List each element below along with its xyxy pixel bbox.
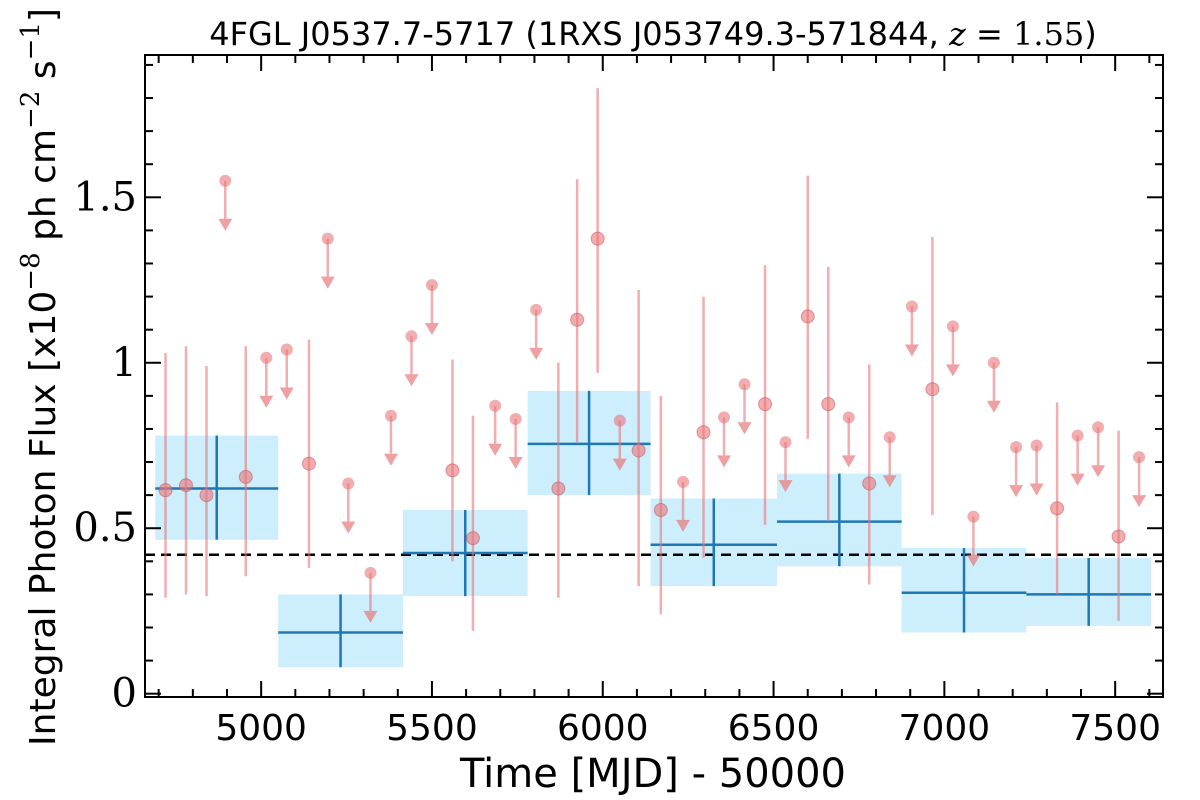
upper-limit-arrowhead xyxy=(717,455,732,468)
x-tick-label: 6500 xyxy=(728,708,820,749)
upper-limit-point xyxy=(1092,421,1105,434)
y-tick-label: 1.5 xyxy=(73,174,137,220)
upper-limit-arrowhead xyxy=(986,400,1001,413)
upper-limit-point xyxy=(842,411,855,424)
upper-limit-point xyxy=(260,351,273,364)
upper-limit-point xyxy=(425,278,438,291)
upper-limit-arrowhead xyxy=(882,475,897,488)
detection-point xyxy=(199,488,214,503)
detection-point xyxy=(696,425,711,440)
upper-limit-arrowhead xyxy=(737,422,752,435)
detection-point xyxy=(800,309,815,324)
x-axis-label: Time [MJD] - 50000 xyxy=(459,751,846,797)
upper-limit-arrowhead xyxy=(1029,483,1044,496)
upper-limit-arrowhead xyxy=(841,455,856,468)
upper-limit-arrowhead xyxy=(259,395,274,408)
upper-limit-arrowhead xyxy=(676,519,691,532)
upper-limit-arrowhead xyxy=(529,347,544,360)
upper-limit-arrowhead xyxy=(320,276,335,289)
upper-limit-arrowhead xyxy=(945,364,960,377)
y-tick-label: 0.5 xyxy=(73,505,137,551)
upper-limit-arrowhead xyxy=(1132,495,1147,508)
upper-limit-point xyxy=(321,232,334,245)
detection-point xyxy=(862,476,877,491)
upper-limit-point xyxy=(883,431,896,444)
upper-limit-point xyxy=(384,409,397,422)
x-tick-label: 7000 xyxy=(899,708,991,749)
upper-limit-point xyxy=(677,475,690,488)
upper-limit-point xyxy=(946,320,959,333)
upper-limit-point xyxy=(613,414,626,427)
x-tick-label: 5000 xyxy=(215,708,307,749)
detection-point xyxy=(158,483,173,498)
upper-limit-arrowhead xyxy=(424,322,439,335)
upper-limit-arrowhead xyxy=(279,387,294,400)
x-tick-label: 7500 xyxy=(1069,708,1161,749)
title-redshift-value: 1.55 xyxy=(1013,15,1084,53)
upper-limit-point xyxy=(718,411,731,424)
upper-limit-point xyxy=(405,330,418,343)
detection-point xyxy=(238,469,253,484)
upper-limit-point xyxy=(509,413,522,426)
y-tick-label: 0 xyxy=(112,671,137,717)
detection-point xyxy=(1050,501,1065,516)
upper-limit-point xyxy=(779,436,792,449)
detection-point xyxy=(301,456,316,471)
y-tick-label: 1 xyxy=(112,340,137,386)
upper-limit-arrowhead xyxy=(1009,485,1024,498)
upper-limit-arrowhead xyxy=(218,218,233,231)
upper-limit-arrowhead xyxy=(383,453,398,466)
detection-point xyxy=(570,312,585,327)
upper-limit-point xyxy=(530,303,543,316)
detection-point xyxy=(925,382,940,397)
axes: 5000 5500 6000 6500 7000 7500 0 0.5 1 1.5 xyxy=(73,54,1164,749)
upper-limit-point xyxy=(219,174,232,187)
plot-frame xyxy=(144,54,1164,698)
upper-limit-point xyxy=(1010,441,1023,454)
upper-limit-point xyxy=(342,477,355,490)
title-source: 4FGL J0537.7-5717 xyxy=(209,15,515,53)
upper-limit-arrowhead xyxy=(508,457,523,470)
title-counterpart: 1RXS J053749.3-571844 xyxy=(538,15,929,53)
detection-point xyxy=(178,478,193,493)
upper-limit-point xyxy=(967,510,980,523)
detection-point xyxy=(551,481,566,496)
chart-title: 4FGL J0537.7-5717 (1RXS J053749.3-571844… xyxy=(209,15,1097,53)
detection-point xyxy=(465,531,480,546)
detection-point xyxy=(631,443,646,458)
upper-limit-point xyxy=(1071,429,1084,442)
upper-limit-arrowhead xyxy=(966,554,981,567)
upper-limit-arrowhead xyxy=(904,344,919,357)
plot-area xyxy=(145,88,1163,668)
upper-limit-arrowhead xyxy=(1070,473,1085,486)
upper-limit-point xyxy=(280,343,293,356)
detection-point xyxy=(590,231,605,246)
upper-limit-arrowhead xyxy=(612,458,627,471)
upper-limit-arrowhead xyxy=(488,443,503,456)
x-tick-label: 6000 xyxy=(557,708,649,749)
upper-limit-arrowhead xyxy=(404,374,419,387)
upper-limit-point xyxy=(1133,451,1146,464)
detection-point xyxy=(1111,529,1126,544)
upper-limit-point xyxy=(905,300,918,313)
detection-point xyxy=(653,503,668,518)
detection-point xyxy=(758,397,773,412)
x-tick-label: 5500 xyxy=(386,708,478,749)
y-axis-label: Integral Photon Flux [x10−8 ph cm−2 s−1] xyxy=(16,8,64,746)
detection-point xyxy=(445,463,460,478)
upper-limit-point xyxy=(1030,439,1043,452)
detection-point xyxy=(821,397,836,412)
upper-limit-point xyxy=(489,399,502,412)
upper-limit-point xyxy=(364,566,377,579)
upper-limit-arrowhead xyxy=(778,480,793,493)
upper-limit-arrowhead xyxy=(363,610,378,623)
upper-limit-arrowhead xyxy=(341,521,356,534)
upper-limit-point xyxy=(738,378,751,391)
upper-limit-arrowhead xyxy=(1091,465,1106,478)
title-redshift-symbol: z xyxy=(948,15,967,53)
upper-limit-point xyxy=(987,356,1000,369)
